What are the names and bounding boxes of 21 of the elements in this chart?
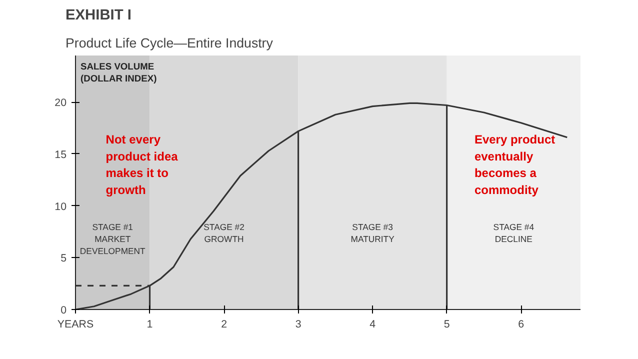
y-tick-label: 10: [54, 200, 67, 213]
x-tick-label: 4: [370, 318, 376, 330]
band-label: STAGE #4 DECLINE: [493, 222, 534, 244]
x-tick-label: 3: [295, 318, 302, 330]
annotation: Not every product idea makes it to growth: [106, 132, 178, 197]
band-label: STAGE #1 MARKET DEVELOPMENT: [80, 222, 146, 256]
y-axis-title: SALES VOLUME (DOLLAR INDEX): [80, 62, 157, 84]
band-label: STAGE #3 MATURITY: [350, 222, 395, 244]
x-tick-label: 1: [146, 318, 153, 330]
x-axis-title: YEARS: [57, 318, 94, 330]
band-label: STAGE #2 GROWTH: [204, 222, 245, 244]
x-tick-label: 2: [221, 318, 228, 330]
y-tick-label: 5: [60, 252, 67, 265]
y-tick-label: 20: [54, 97, 67, 110]
y-tick-label: 0: [60, 304, 67, 316]
x-tick-label: 6: [518, 318, 524, 330]
annotation: Every product eventually becomes a commodity: [474, 132, 556, 197]
y-tick-label: 15: [54, 148, 67, 161]
x-tick-label: 5: [444, 318, 450, 330]
chart-title: EXHIBIT I: [66, 8, 132, 24]
chart-subtitle: Product Life Cycle—Entire Industry: [66, 36, 274, 50]
